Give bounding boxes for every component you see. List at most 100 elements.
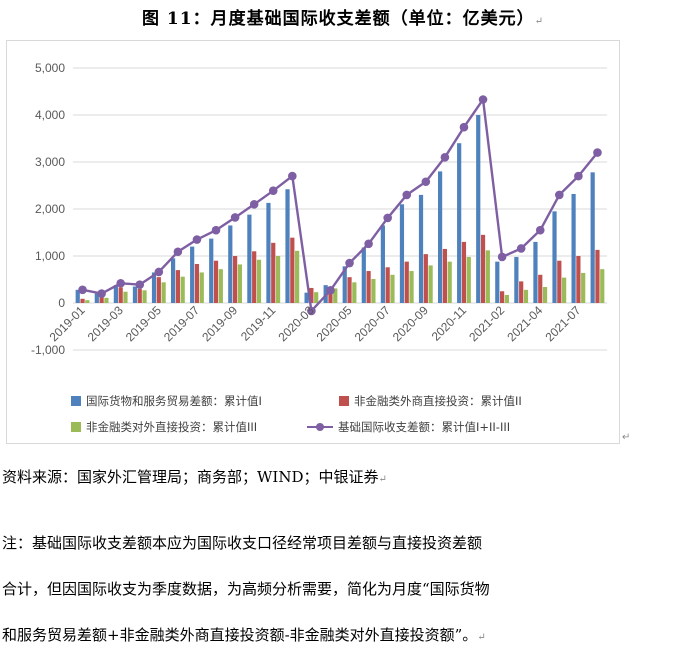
x-tick-label: 2020-07 (352, 303, 393, 344)
y-tick-label: 4,000 (35, 108, 65, 122)
line-point (97, 289, 106, 298)
bar (75, 289, 80, 303)
line-point (249, 200, 259, 209)
bar (480, 234, 486, 303)
bar (552, 211, 557, 303)
bar (380, 225, 385, 303)
bar (142, 290, 147, 303)
bar (156, 277, 161, 303)
bar (175, 270, 180, 303)
x-tick-label: 2020-11 (429, 303, 470, 344)
x-tick-label: 2019-11 (238, 303, 279, 344)
note-line-3: 和服务贸易差额+非金融类外商直接投资额-非金融类对外直接投资额”。↵ (2, 612, 686, 658)
bar (418, 194, 424, 303)
bar (457, 143, 462, 303)
bar (409, 271, 414, 303)
bar (533, 241, 538, 303)
x-tick-label: 2020-03 (275, 303, 316, 344)
bar (385, 267, 390, 303)
figure-title: 图 11：月度基础国际收支差额（单位：亿美元）↵ (0, 4, 686, 29)
line-point (326, 286, 335, 295)
bar (428, 265, 433, 303)
legend-item-basic-bop: 基础国际收支差额：累计值I+II-III (307, 419, 510, 435)
line-point (173, 247, 183, 257)
bar-series-layer (75, 115, 605, 303)
x-tick-label: 2019-09 (199, 303, 240, 344)
bar (190, 246, 195, 303)
bar (466, 256, 471, 303)
x-tick-label: 2020-09 (390, 303, 431, 344)
y-tick-label: 1,000 (35, 249, 65, 263)
bar (404, 261, 409, 303)
bar (104, 297, 109, 303)
line-point (154, 267, 164, 277)
line-point (421, 177, 431, 187)
bar (423, 254, 428, 303)
bar (437, 171, 443, 303)
line-point (345, 258, 354, 268)
bar (252, 251, 257, 303)
line-point (574, 171, 583, 181)
line-series-layer (78, 95, 602, 316)
y-tick-label: -1,000 (31, 343, 65, 357)
legend-item-fdi-in: 非金融类外商直接投资：累计值II (339, 393, 522, 409)
legend-label-trade: 国际货物和服务贸易差额：累计值I (86, 394, 262, 408)
bar (447, 261, 452, 303)
bar (514, 256, 519, 303)
bar (590, 172, 595, 303)
bar (132, 286, 138, 303)
legend-label-fdi-out: 非金融类对外直接投资：累计值III (86, 420, 258, 434)
bar (571, 193, 576, 303)
bar (161, 282, 166, 303)
paragraph-mark-source: ↵ (378, 474, 387, 485)
line-point (268, 186, 278, 195)
line-point (135, 280, 145, 289)
bar (304, 292, 309, 303)
line-point (192, 235, 202, 244)
bar (576, 256, 581, 303)
bar (137, 288, 142, 303)
bar (118, 287, 123, 303)
bar (557, 260, 562, 303)
bar (399, 204, 405, 303)
line-point (402, 190, 412, 200)
bar (595, 249, 600, 303)
line-point (288, 171, 297, 181)
bar (295, 250, 300, 303)
bar (213, 260, 219, 303)
bar (85, 300, 90, 303)
bar (504, 295, 510, 303)
bar (123, 291, 128, 303)
bar (290, 237, 295, 303)
bar (233, 256, 238, 303)
bar (228, 225, 233, 303)
bar (314, 292, 319, 303)
y-tick-label: 3,000 (35, 155, 65, 169)
bar (485, 250, 490, 303)
bar (275, 256, 281, 303)
note-line-2: 合计，但因国际收支为季度数据，为高频分析需要，简化为月度“国际货物 (2, 580, 490, 598)
x-tick-label: 2021-07 (542, 303, 583, 344)
line-point (593, 148, 602, 157)
paragraph-mark: ↵ (534, 16, 544, 27)
bar (600, 269, 605, 303)
bar (218, 269, 223, 303)
bar (113, 285, 118, 303)
bar (194, 263, 200, 303)
bar (285, 189, 290, 303)
bar (266, 202, 271, 303)
bar (461, 241, 467, 303)
legend-swatch-blue (71, 396, 81, 406)
line-point (307, 306, 316, 316)
line-point (78, 285, 87, 295)
bar (442, 248, 447, 303)
bar (170, 258, 176, 303)
note-line-3-text: 和服务贸易差额+非金融类外商直接投资额-非金融类对外直接投资额”。 (2, 626, 478, 644)
line-point (116, 278, 125, 288)
bar (256, 259, 262, 303)
bar (390, 274, 395, 303)
legend-swatch-green (71, 422, 81, 432)
y-tick-label: 0 (58, 296, 65, 310)
bar (581, 272, 586, 303)
line-point (497, 252, 507, 262)
